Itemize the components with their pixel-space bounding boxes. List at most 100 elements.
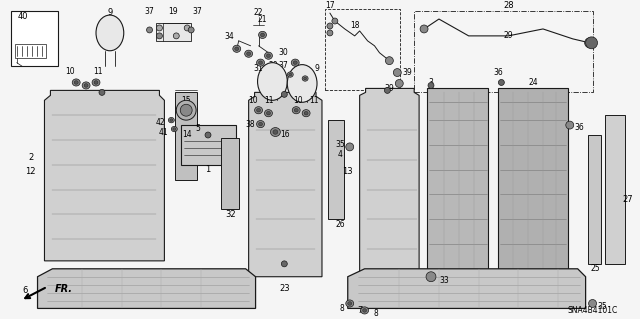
Text: 5: 5: [196, 123, 200, 133]
Ellipse shape: [244, 50, 253, 57]
Ellipse shape: [428, 83, 434, 88]
Polygon shape: [427, 88, 488, 274]
Text: 37: 37: [278, 61, 288, 70]
Ellipse shape: [264, 110, 273, 117]
Ellipse shape: [257, 63, 287, 100]
Ellipse shape: [589, 300, 596, 308]
Text: 7: 7: [357, 306, 362, 315]
Text: SNA4B4101C: SNA4B4101C: [567, 306, 618, 315]
Ellipse shape: [289, 73, 292, 76]
Text: 19: 19: [168, 7, 178, 16]
Ellipse shape: [499, 79, 504, 85]
Ellipse shape: [257, 108, 260, 112]
Ellipse shape: [74, 81, 78, 84]
Text: 15: 15: [181, 96, 191, 105]
Bar: [588, 135, 602, 264]
Ellipse shape: [259, 61, 262, 64]
Text: 36: 36: [575, 122, 584, 131]
Text: 39: 39: [385, 84, 394, 93]
Text: 37: 37: [192, 7, 202, 16]
Ellipse shape: [96, 15, 124, 51]
Text: 9: 9: [315, 64, 319, 73]
Ellipse shape: [363, 309, 367, 312]
Ellipse shape: [99, 89, 105, 95]
Text: 1: 1: [205, 165, 211, 174]
Text: 24: 24: [528, 78, 538, 87]
Ellipse shape: [287, 65, 317, 102]
Bar: [175, 93, 197, 180]
Ellipse shape: [271, 128, 280, 137]
Ellipse shape: [287, 72, 293, 77]
Ellipse shape: [205, 132, 211, 138]
Text: 33: 33: [439, 276, 449, 285]
Bar: [414, 11, 593, 93]
Text: 11: 11: [309, 96, 319, 105]
Text: 10: 10: [248, 96, 257, 105]
Ellipse shape: [173, 33, 179, 39]
Text: 11: 11: [264, 96, 273, 105]
Ellipse shape: [360, 307, 369, 314]
Ellipse shape: [147, 27, 152, 33]
Ellipse shape: [156, 25, 163, 31]
Bar: [325, 9, 400, 90]
Text: 18: 18: [350, 21, 360, 31]
Text: 10: 10: [293, 96, 303, 105]
Ellipse shape: [327, 30, 333, 36]
Ellipse shape: [172, 126, 177, 132]
Polygon shape: [360, 88, 419, 277]
Ellipse shape: [176, 100, 196, 120]
Ellipse shape: [394, 69, 401, 77]
Ellipse shape: [346, 143, 354, 151]
Text: 2: 2: [28, 153, 33, 162]
Ellipse shape: [264, 52, 273, 59]
Ellipse shape: [584, 38, 595, 48]
Ellipse shape: [566, 121, 573, 129]
Text: 37: 37: [145, 7, 154, 16]
Text: 39: 39: [403, 68, 412, 77]
Ellipse shape: [92, 79, 100, 86]
Text: 10: 10: [65, 67, 75, 76]
Text: 14: 14: [182, 130, 192, 139]
Ellipse shape: [260, 33, 264, 37]
Text: 6: 6: [22, 286, 28, 295]
Ellipse shape: [291, 59, 299, 66]
Text: 3: 3: [429, 78, 433, 87]
Polygon shape: [249, 93, 322, 277]
Ellipse shape: [396, 79, 403, 87]
Text: 40: 40: [17, 11, 28, 20]
Text: FR.: FR.: [54, 284, 72, 293]
Ellipse shape: [266, 54, 271, 57]
Ellipse shape: [273, 130, 278, 134]
Ellipse shape: [259, 122, 262, 126]
Text: 25: 25: [591, 264, 600, 273]
Ellipse shape: [293, 61, 297, 64]
Ellipse shape: [303, 77, 307, 80]
Polygon shape: [38, 269, 255, 308]
Ellipse shape: [304, 111, 308, 115]
Text: 42: 42: [156, 118, 165, 127]
Ellipse shape: [332, 18, 338, 24]
Ellipse shape: [173, 128, 176, 130]
Text: 31: 31: [253, 64, 264, 73]
Ellipse shape: [72, 79, 80, 86]
Ellipse shape: [82, 82, 90, 89]
Ellipse shape: [257, 121, 264, 128]
Bar: [605, 115, 625, 264]
Ellipse shape: [348, 302, 352, 305]
Bar: [15, 44, 47, 58]
Bar: [156, 23, 191, 41]
Ellipse shape: [94, 81, 98, 84]
Polygon shape: [44, 90, 164, 261]
Ellipse shape: [233, 45, 241, 52]
Ellipse shape: [180, 104, 192, 116]
Text: 13: 13: [342, 167, 353, 176]
Text: 30: 30: [278, 48, 288, 57]
Ellipse shape: [385, 87, 390, 93]
Ellipse shape: [346, 300, 354, 307]
Ellipse shape: [188, 27, 194, 33]
Bar: [11, 11, 58, 66]
Ellipse shape: [302, 110, 310, 117]
Bar: [181, 125, 236, 165]
Ellipse shape: [282, 261, 287, 267]
Text: 26: 26: [335, 220, 344, 229]
